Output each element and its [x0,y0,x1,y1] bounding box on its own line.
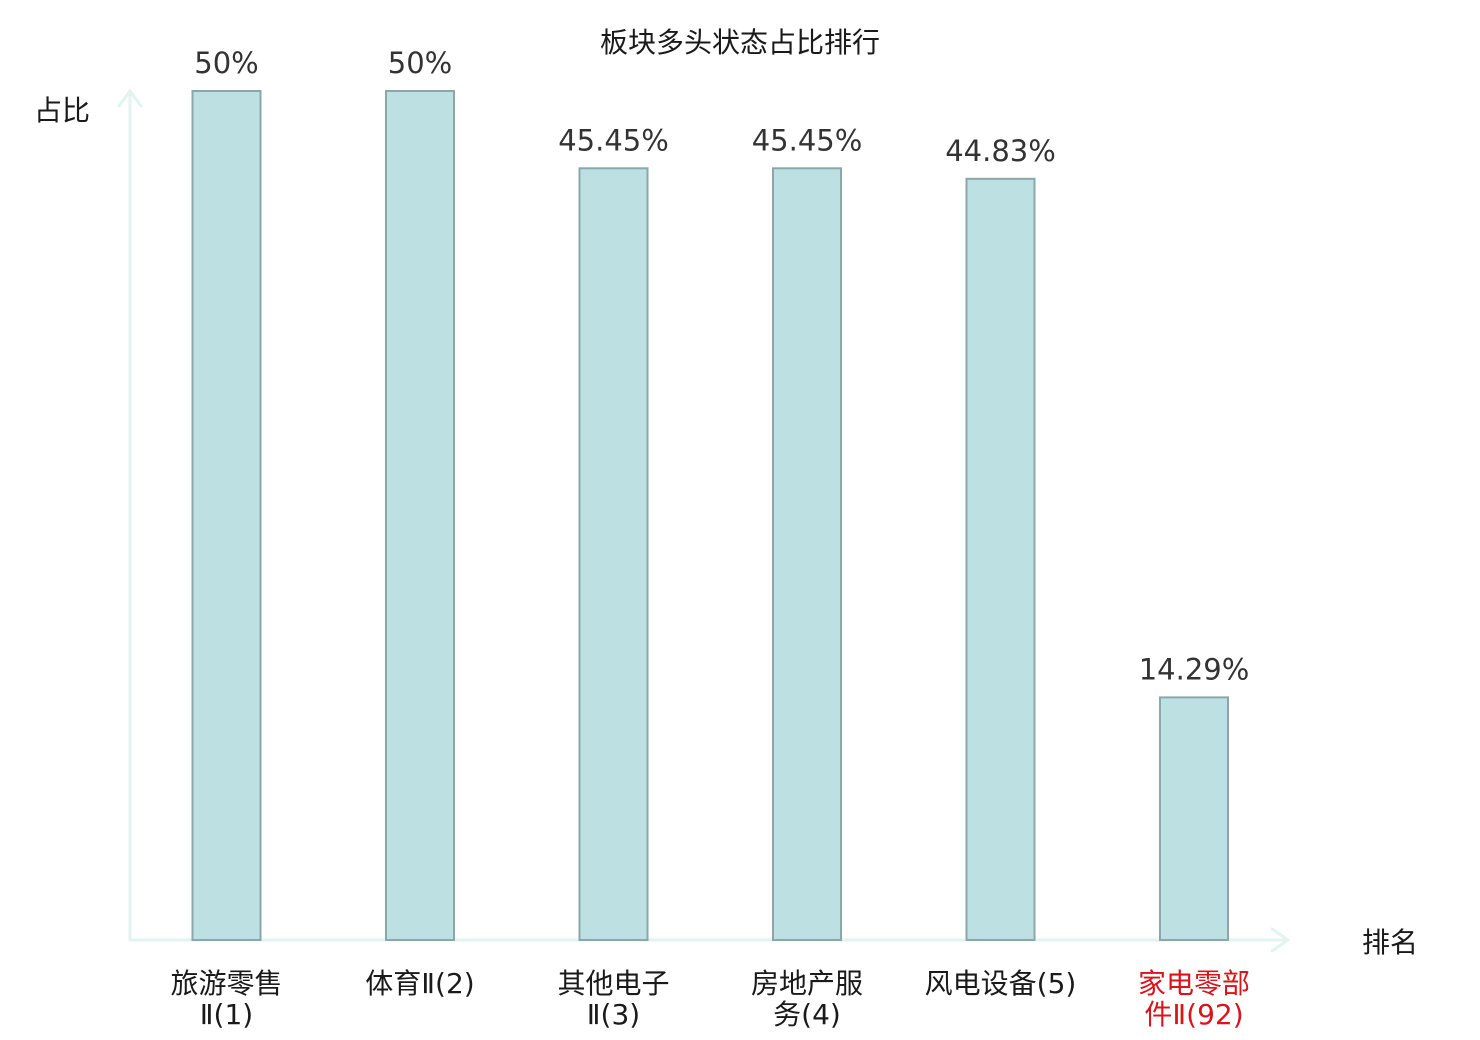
x-axis-arrow [1270,927,1290,953]
value-label-5: 44.83% [945,134,1056,168]
category-label-4: 房地产服务(4) [751,967,863,1031]
category-label-line: 其他电子 [557,967,669,1000]
category-label-line: 旅游零售 [170,967,282,1000]
value-label-3: 45.45% [558,123,669,157]
bars-group [191,90,1229,942]
category-label-line: 房地产服 [751,967,863,1000]
category-label-line: 件Ⅱ(92) [1144,998,1243,1031]
category-label-line: 务(4) [773,998,841,1031]
bar-1 [191,90,262,941]
value-label-2: 50% [388,46,452,80]
category-label-6: 家电零部件Ⅱ(92) [1138,967,1250,1031]
value-label-6: 14.29% [1139,652,1250,686]
bar-6 [1159,696,1229,942]
category-label-3: 其他电子 Ⅱ(3) [557,967,669,1031]
category-label-line: Ⅱ(3) [587,998,640,1031]
value-labels-group: 50% 50% 45.45% 45.45% 44.83% 14.29% [194,46,1249,686]
category-label-line: 家电零部 [1138,967,1250,1000]
y-axis-label: 占比 [34,94,90,127]
value-label-1: 50% [194,46,258,80]
bar-5 [965,177,1036,942]
value-label-4: 45.45% [752,123,863,157]
axes [117,89,1290,953]
category-labels-group: 旅游零售 Ⅱ(1) 体育Ⅱ(2) 其他电子 Ⅱ(3) 房地产服务(4) 风电设备(5) 家电零… [170,967,1250,1031]
bar-4 [772,167,842,942]
category-label-2: 体育Ⅱ(2) [365,967,474,1000]
bar-2 [385,90,455,941]
y-axis-arrow [117,89,143,108]
category-label-1: 旅游零售 Ⅱ(1) [170,967,282,1031]
category-label-line: 风电设备(5) [925,967,1077,1000]
chart-title: 板块多头状态占比排行 [600,26,880,59]
category-label-5: 风电设备(5) [925,967,1077,1000]
category-label-line: 体育Ⅱ(2) [365,967,474,1000]
category-label-line: Ⅱ(1) [200,998,253,1031]
x-axis-label: 排名 [1362,926,1418,959]
bar-3 [578,167,649,942]
